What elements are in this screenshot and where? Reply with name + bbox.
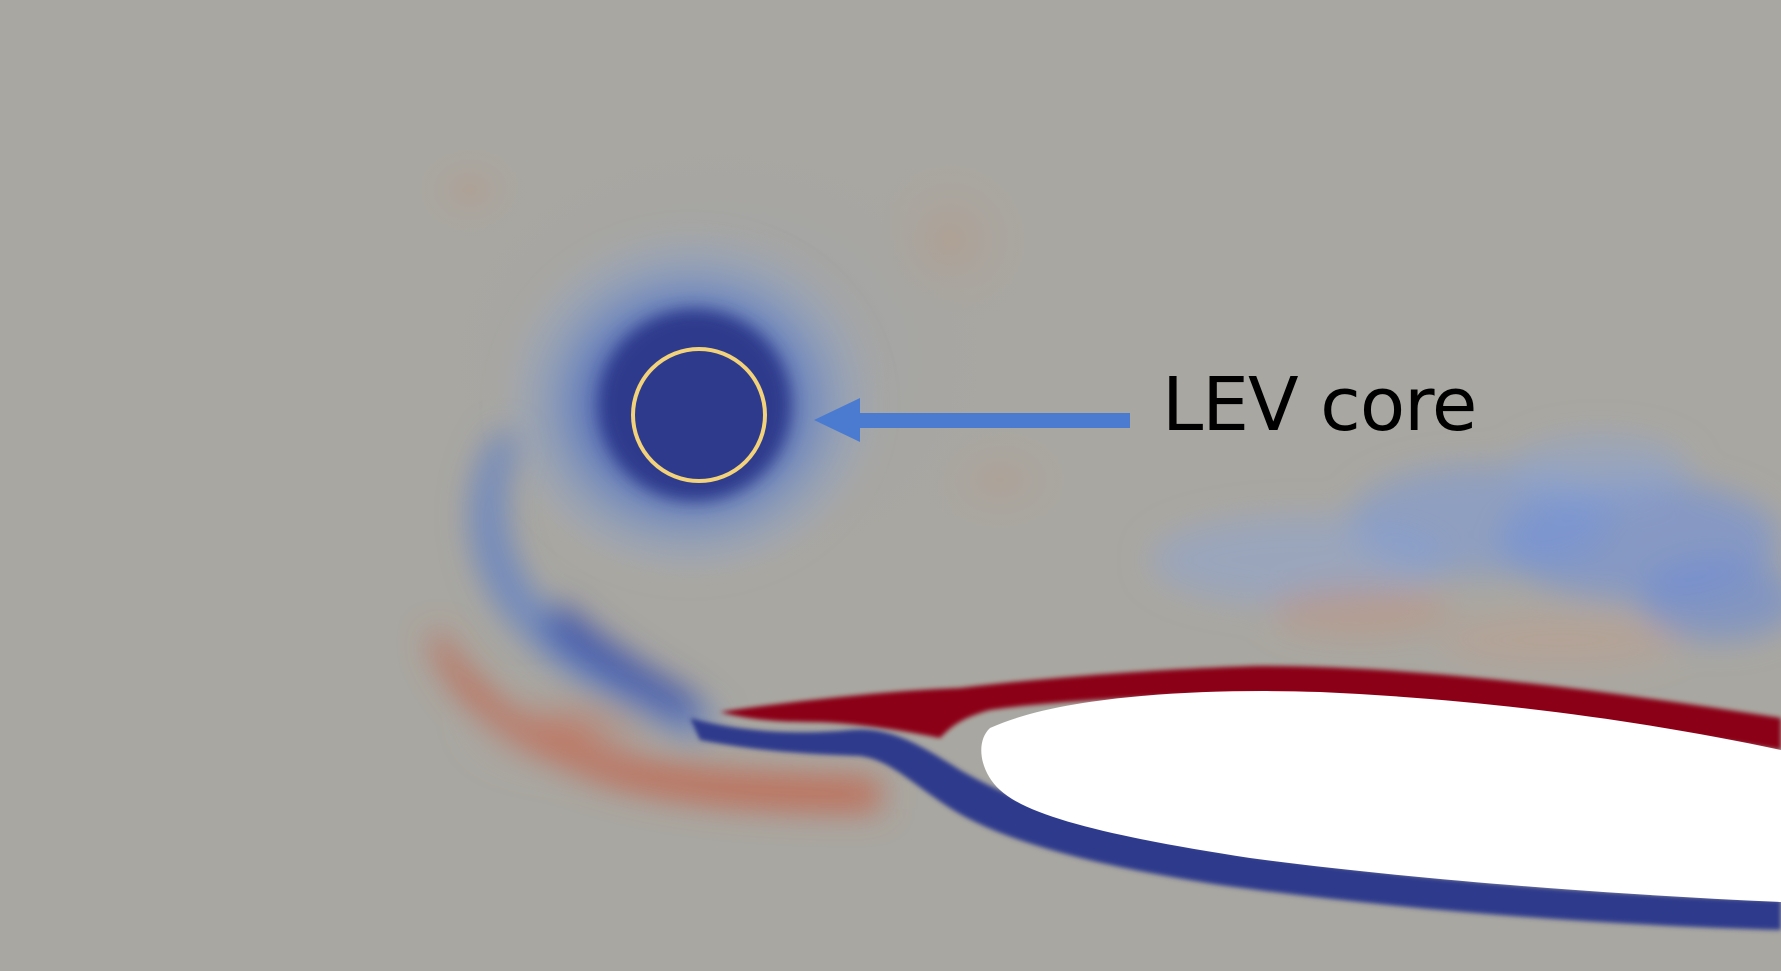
airfoil	[981, 691, 1781, 902]
secondary-vorticity	[430, 630, 880, 810]
wake-turbulence	[1150, 435, 1781, 665]
lev-core-label: LEV core	[1162, 362, 1477, 448]
pressure-side-shear-layer	[690, 718, 1781, 930]
feeding-shear-layer	[471, 430, 720, 740]
arrow-icon	[814, 398, 1130, 442]
suction-side-shear-layer	[720, 666, 1781, 750]
lev-core-marker	[631, 347, 767, 483]
